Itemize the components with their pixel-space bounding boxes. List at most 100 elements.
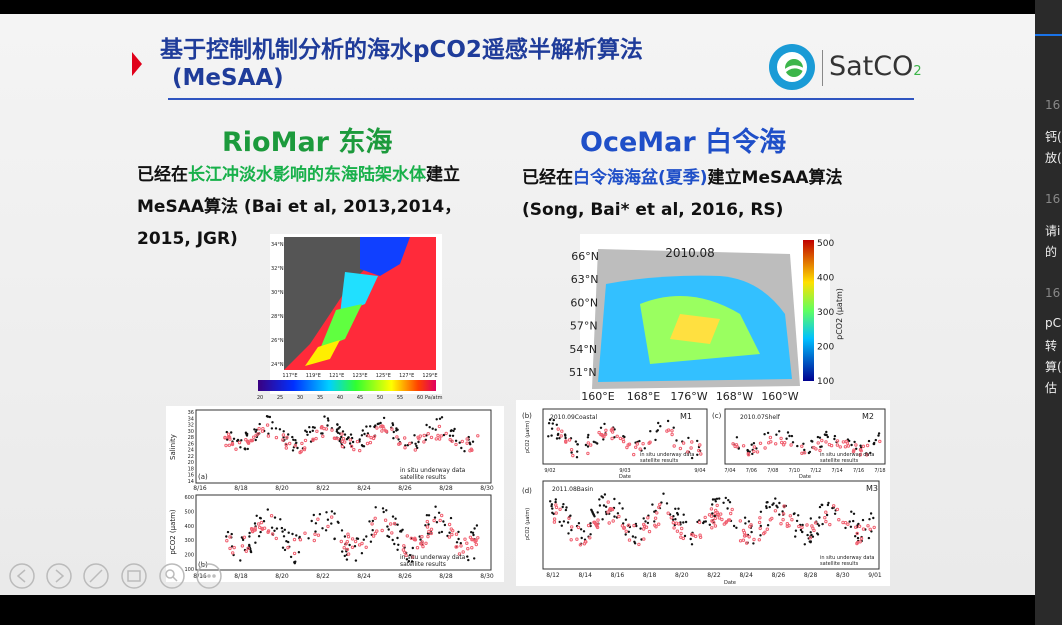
- plot-dot: [424, 438, 427, 441]
- plot-dot: [255, 514, 258, 517]
- plot-dot: [266, 434, 271, 438]
- plot-dot: [369, 425, 372, 428]
- plot-dot: [878, 439, 882, 444]
- plot-dot: [576, 443, 579, 446]
- plot-dot: [818, 505, 822, 509]
- plot-dot: [781, 512, 786, 516]
- plot-dot: [405, 534, 409, 538]
- plot-dot: [353, 539, 358, 544]
- plot-dot: [408, 554, 412, 557]
- plot-dot: [289, 555, 293, 559]
- plot-dot: [420, 535, 424, 539]
- plot-dot: [291, 449, 295, 452]
- plot-dot: [680, 526, 684, 531]
- plot-dot: [450, 429, 453, 432]
- plot-dot: [396, 548, 399, 551]
- plot-dot: [374, 506, 377, 509]
- figure-label: 20: [257, 395, 263, 401]
- plot-dot: [638, 439, 641, 443]
- plot-dot: [305, 430, 308, 434]
- figure-label: Pa/atm: [425, 395, 443, 401]
- plot-dot: [713, 514, 716, 518]
- plot-dot: [345, 558, 349, 561]
- plot-dot: [779, 522, 783, 526]
- figure-label: 30: [297, 395, 303, 401]
- plot-dot: [865, 443, 870, 448]
- plot-dot: [713, 524, 718, 528]
- plot-dot: [375, 529, 379, 533]
- plot-dot: [758, 516, 762, 520]
- plot-dot: [820, 438, 824, 443]
- plot-dot: [672, 515, 675, 518]
- plot-dot: [292, 551, 297, 556]
- plot-dot: [232, 545, 236, 550]
- plot-dot: [606, 500, 610, 504]
- plot-dot: [850, 443, 853, 447]
- view-button[interactable]: [121, 563, 147, 589]
- plot-dot: [425, 519, 429, 524]
- plot-dot: [562, 503, 565, 506]
- figure-label: (a): [198, 473, 208, 481]
- figure-label: M3: [866, 484, 878, 493]
- plot-dot: [576, 525, 581, 530]
- plot-dot: [744, 522, 747, 525]
- plot-dot: [335, 428, 339, 431]
- plot-dot: [556, 427, 560, 431]
- plot-dot: [745, 541, 749, 545]
- plot-dot: [306, 433, 309, 436]
- figure-label: 8/22: [316, 485, 330, 492]
- plot-dot: [778, 501, 781, 505]
- plot-dot: [582, 530, 586, 533]
- prev-button[interactable]: [9, 563, 35, 589]
- next-button[interactable]: [46, 563, 72, 589]
- plot-dot: [806, 533, 809, 537]
- figure-label: 160°W: [761, 390, 798, 403]
- figure-label: 100: [817, 377, 834, 387]
- plot-dot: [258, 516, 262, 520]
- plot-dot: [642, 522, 646, 527]
- plot-dot: [437, 511, 441, 514]
- plot-dot: [625, 445, 629, 450]
- plot-dot: [307, 537, 310, 540]
- plot-dot: [824, 440, 828, 444]
- pen-button[interactable]: [83, 563, 109, 589]
- figure-label: pCO2 (μatm): [169, 509, 177, 555]
- figure-label: 7/08: [767, 468, 778, 474]
- plot-dot: [615, 434, 619, 438]
- plot-dot: [569, 538, 573, 542]
- plot-dot: [266, 530, 270, 534]
- plot-dot: [438, 518, 442, 523]
- figure-label: satellite results: [820, 458, 859, 464]
- plot-dot: [600, 495, 603, 498]
- plot-dot: [713, 516, 717, 521]
- plot-dot: [243, 447, 246, 450]
- plot-dot: [872, 442, 876, 446]
- plot-dot: [808, 450, 812, 454]
- plot-dot: [466, 547, 470, 551]
- plot-dot: [252, 435, 256, 439]
- plot-dot: [371, 534, 376, 538]
- figure-label: 32°N: [271, 266, 284, 272]
- plot-dot: [735, 436, 739, 439]
- title-rule: [168, 98, 914, 100]
- figure-label: in situ underway data: [820, 555, 874, 561]
- plot-dot: [360, 434, 364, 437]
- figure-label: 55: [397, 395, 403, 401]
- zoom-button[interactable]: [159, 563, 185, 589]
- plot-dot: [564, 436, 567, 440]
- figure-label: pCO2 (μatm): [525, 508, 531, 540]
- plot-dot: [339, 539, 343, 544]
- plot-dot: [835, 507, 840, 512]
- figure-label: 26°N: [271, 338, 284, 344]
- figure-label: 28: [188, 435, 194, 441]
- plot-dot: [466, 555, 469, 558]
- figure-label: 40: [337, 395, 343, 401]
- plot-dot: [861, 527, 866, 531]
- more-button[interactable]: [196, 563, 222, 589]
- plot-dot: [474, 542, 478, 547]
- plot-dot: [461, 550, 465, 554]
- plot-dot: [766, 431, 770, 435]
- plot-dot: [419, 538, 422, 541]
- figure-label: 500: [184, 509, 194, 515]
- plot-dot: [228, 535, 232, 539]
